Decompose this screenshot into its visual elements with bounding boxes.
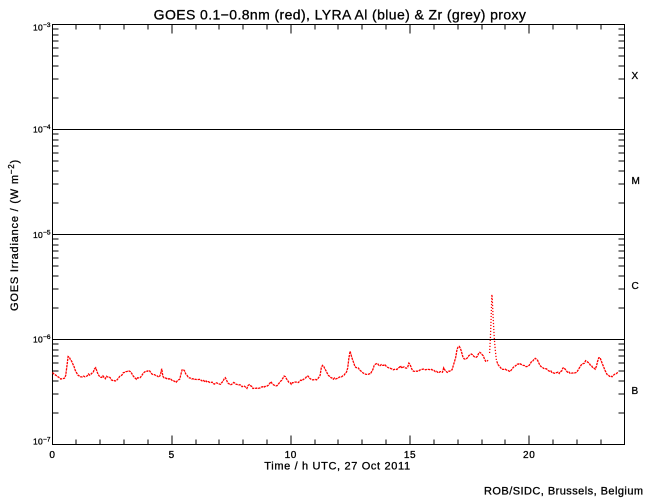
svg-text:Time / h UTC, 27 Oct 2011: Time / h UTC, 27 Oct 2011 bbox=[264, 461, 410, 473]
svg-text:15: 15 bbox=[404, 450, 416, 461]
svg-text:ROB/SIDC, Brussels, Belgium: ROB/SIDC, Brussels, Belgium bbox=[484, 486, 643, 498]
svg-text:GOES Irradiance / (W m−2): GOES Irradiance / (W m−2) bbox=[7, 159, 21, 311]
svg-text:C: C bbox=[632, 281, 639, 292]
svg-text:10−4: 10−4 bbox=[33, 124, 51, 134]
svg-text:5: 5 bbox=[169, 450, 175, 461]
svg-text:10: 10 bbox=[285, 450, 297, 461]
svg-text:X: X bbox=[632, 71, 639, 82]
svg-text:GOES 0.1−0.8nm (red), LYRA Al: GOES 0.1−0.8nm (red), LYRA Al (blue) & Z… bbox=[154, 7, 527, 23]
svg-text:M: M bbox=[632, 176, 640, 187]
svg-text:20: 20 bbox=[523, 450, 535, 461]
svg-text:10−6: 10−6 bbox=[33, 334, 51, 344]
svg-text:0: 0 bbox=[49, 450, 55, 461]
svg-text:10−7: 10−7 bbox=[33, 436, 51, 446]
svg-text:10−3: 10−3 bbox=[33, 22, 51, 32]
svg-text:10−5: 10−5 bbox=[33, 230, 51, 240]
svg-text:B: B bbox=[632, 386, 639, 397]
